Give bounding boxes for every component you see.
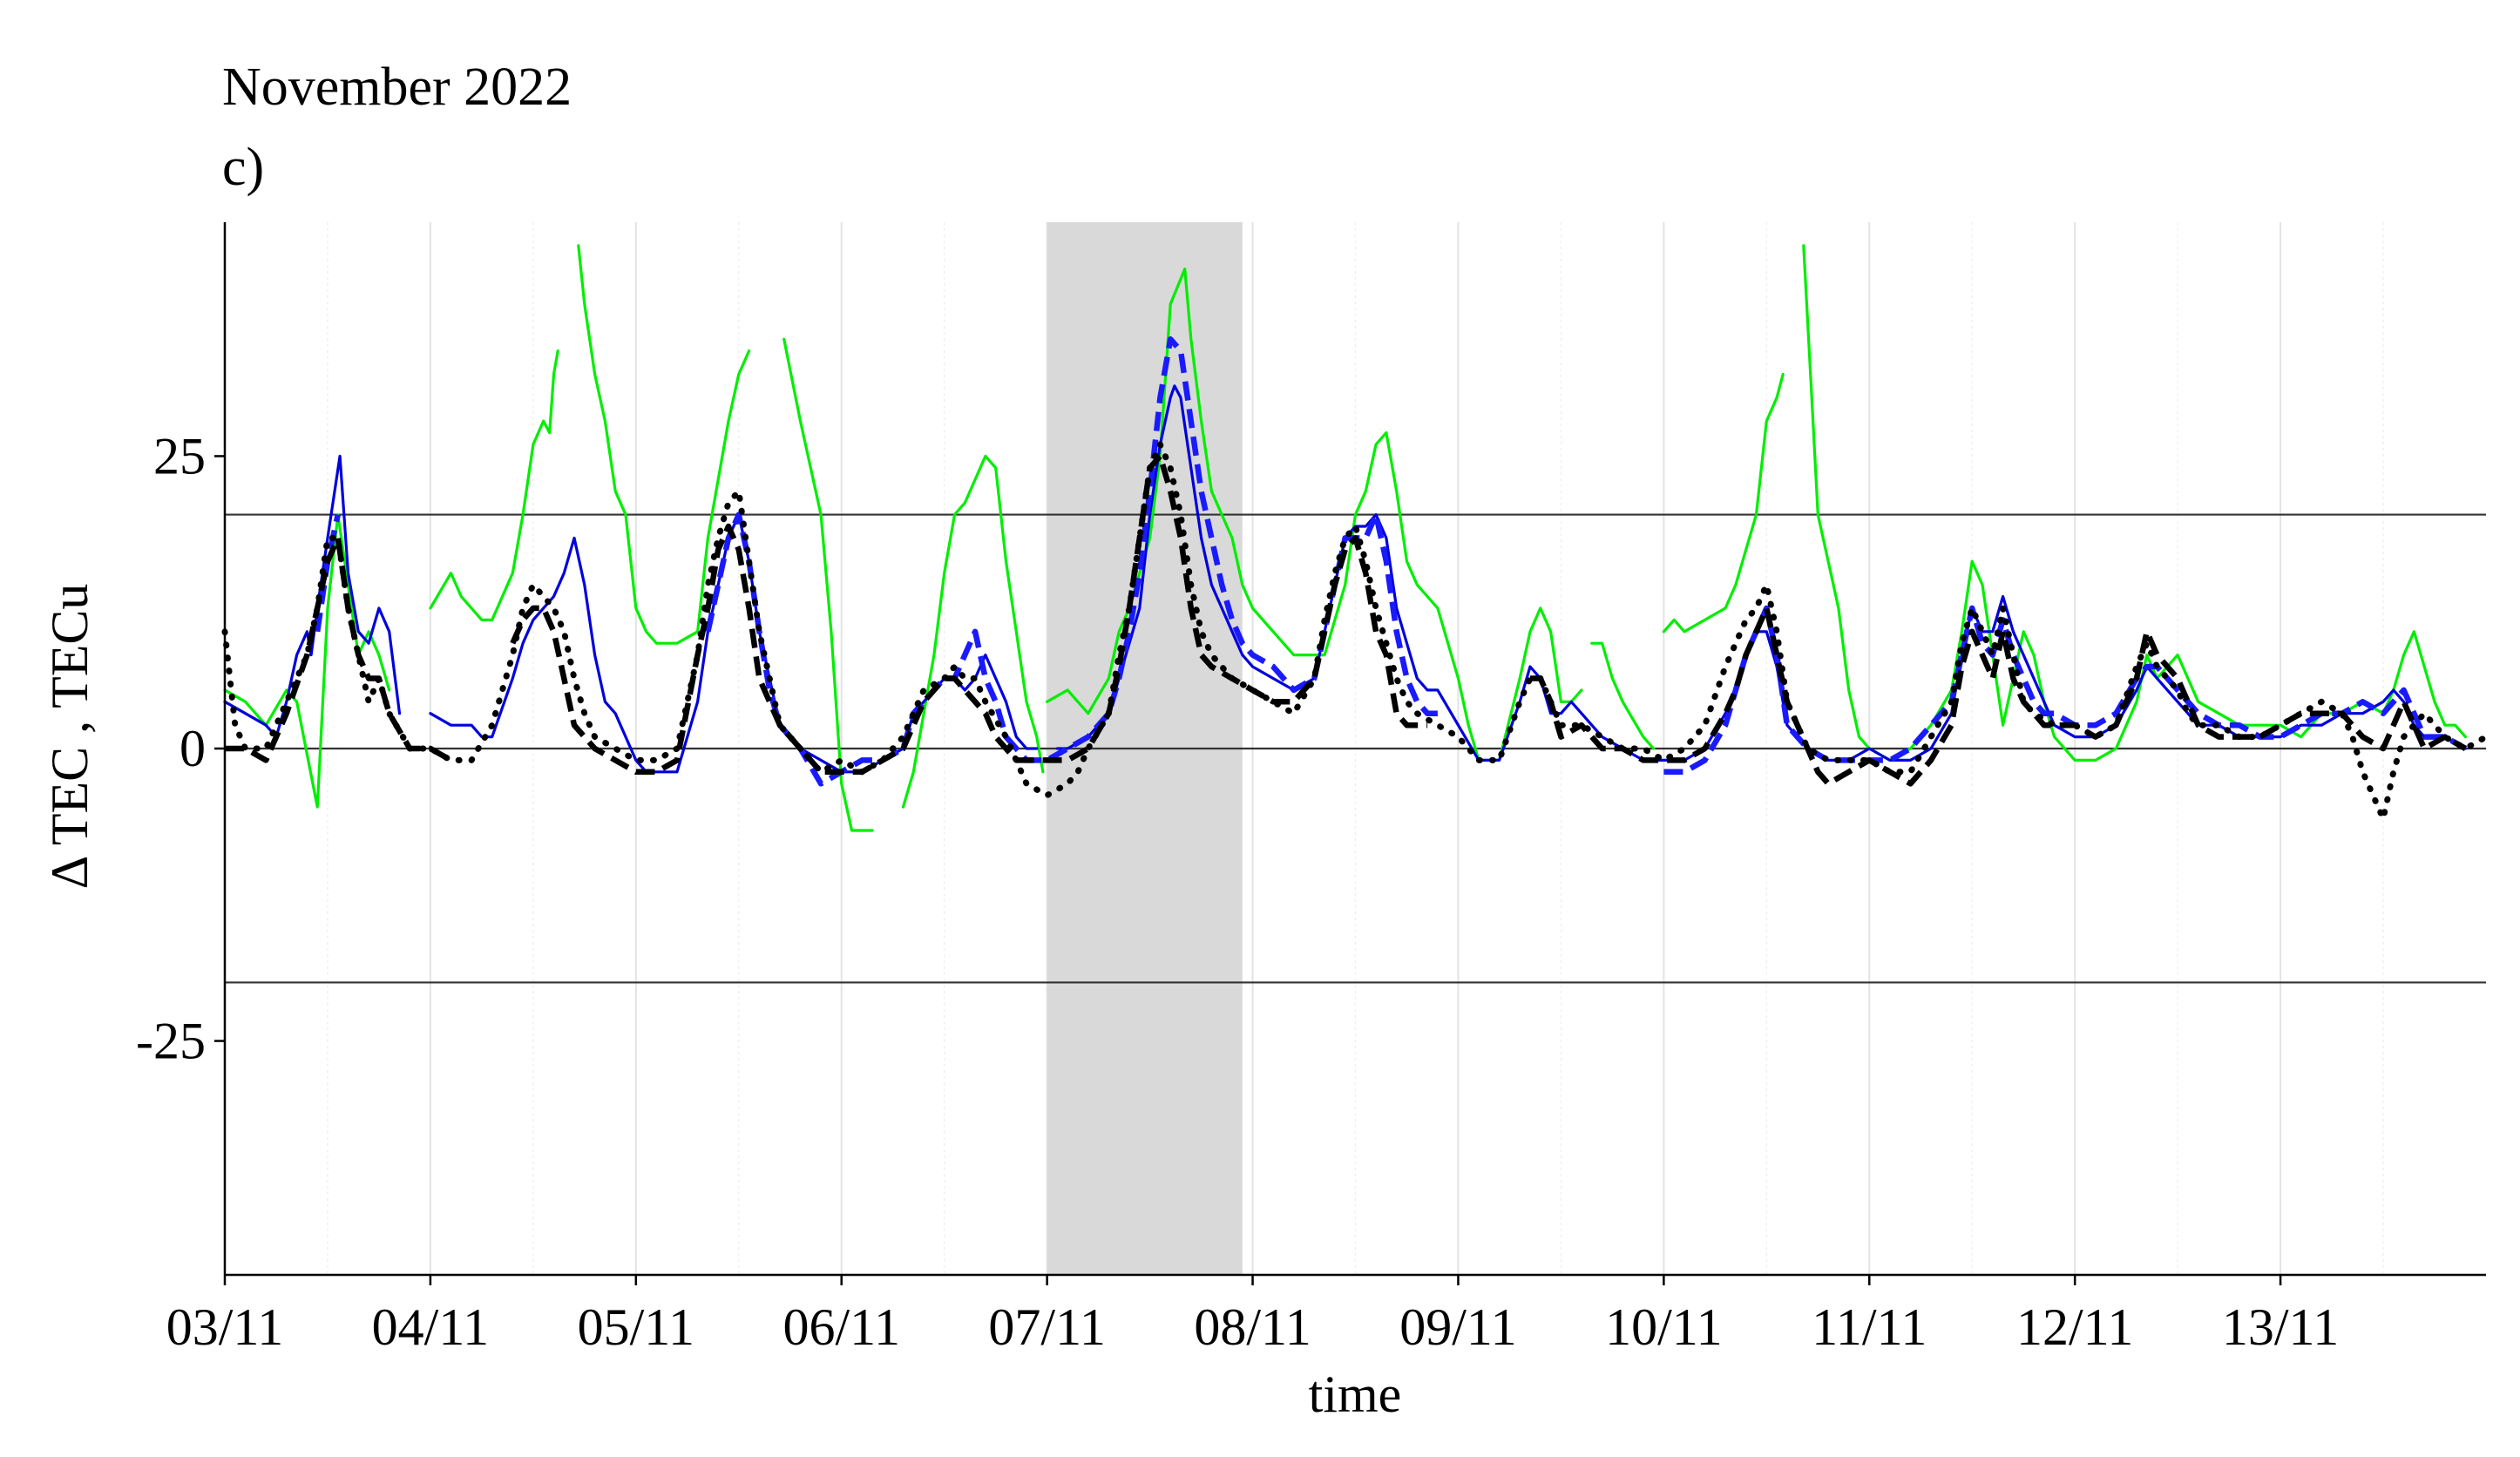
- chart-title: November 2022: [222, 58, 572, 117]
- y-tick-label: 0: [180, 720, 206, 777]
- x-tick-label: 03/11: [166, 1298, 283, 1356]
- chart-subtitle: c): [222, 138, 264, 197]
- series-line-0: [1590, 641, 1656, 750]
- series-line-4: [221, 441, 2490, 822]
- series-line-0: [782, 337, 874, 832]
- series-line-0: [429, 349, 559, 621]
- x-tick-label: 09/11: [1399, 1298, 1516, 1356]
- y-axis-ticks: 25 0 -25: [136, 427, 225, 1070]
- series-line-2: [1663, 605, 2468, 776]
- x-tick-label: 13/11: [2222, 1298, 2339, 1356]
- series-layer: [221, 244, 2490, 832]
- x-tick-label: 12/11: [2016, 1298, 2133, 1356]
- y-tick-label: 25: [153, 427, 206, 485]
- x-axis-ticks: 03/11 04/11 05/11 06/11 07/11 08/11 09/11 10/11…: [166, 1275, 2339, 1356]
- x-tick-label: 07/11: [988, 1298, 1105, 1356]
- series-line-3: [1530, 605, 2468, 787]
- series-line-0: [577, 244, 751, 645]
- x-tick-label: 06/11: [783, 1298, 900, 1356]
- y-axis-label: Δ TEC , TECu: [41, 584, 98, 890]
- y-tick-label: -25: [136, 1013, 206, 1070]
- series-line-0: [901, 454, 1045, 809]
- series-line-0: [1662, 372, 1785, 634]
- x-tick-label: 04/11: [372, 1298, 489, 1356]
- x-tick-label: 10/11: [1605, 1298, 1722, 1356]
- x-tick-label: 11/11: [1812, 1298, 1927, 1356]
- x-axis-label: time: [1309, 1366, 1402, 1423]
- x-tick-label: 08/11: [1194, 1298, 1311, 1356]
- x-tick-label: 05/11: [578, 1298, 694, 1356]
